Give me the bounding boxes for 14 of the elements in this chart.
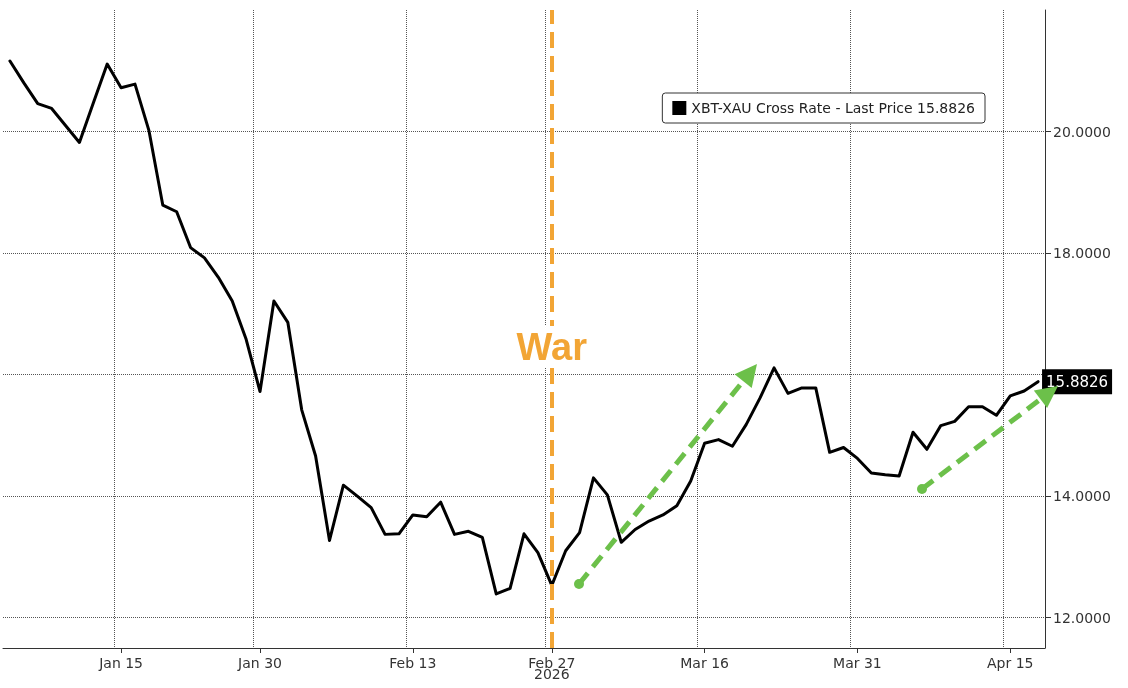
x-tick-label: Feb 13: [389, 655, 437, 671]
y-tick-label: 14.0000: [1053, 488, 1111, 505]
data-label: 15.8826: [1046, 372, 1109, 391]
x-tick-label: Jan 30: [237, 655, 282, 671]
ref-line-label: War: [516, 326, 588, 368]
x-tick-label: Jan 15: [98, 655, 144, 671]
y-tick-label: 12.0000: [1053, 609, 1111, 626]
x-tick-label: Apr 15: [987, 655, 1034, 671]
y-tick-label: 20.0000: [1053, 123, 1111, 140]
x-tick-label: Mar 31: [833, 655, 882, 671]
line-series: [8, 59, 1040, 596]
x-tick-label: Mar 16: [680, 655, 730, 671]
legend-label: XBT-XAU Cross Rate - Last Price 15.8826: [691, 100, 976, 116]
y-tick-label: 18.0000: [1053, 245, 1111, 262]
